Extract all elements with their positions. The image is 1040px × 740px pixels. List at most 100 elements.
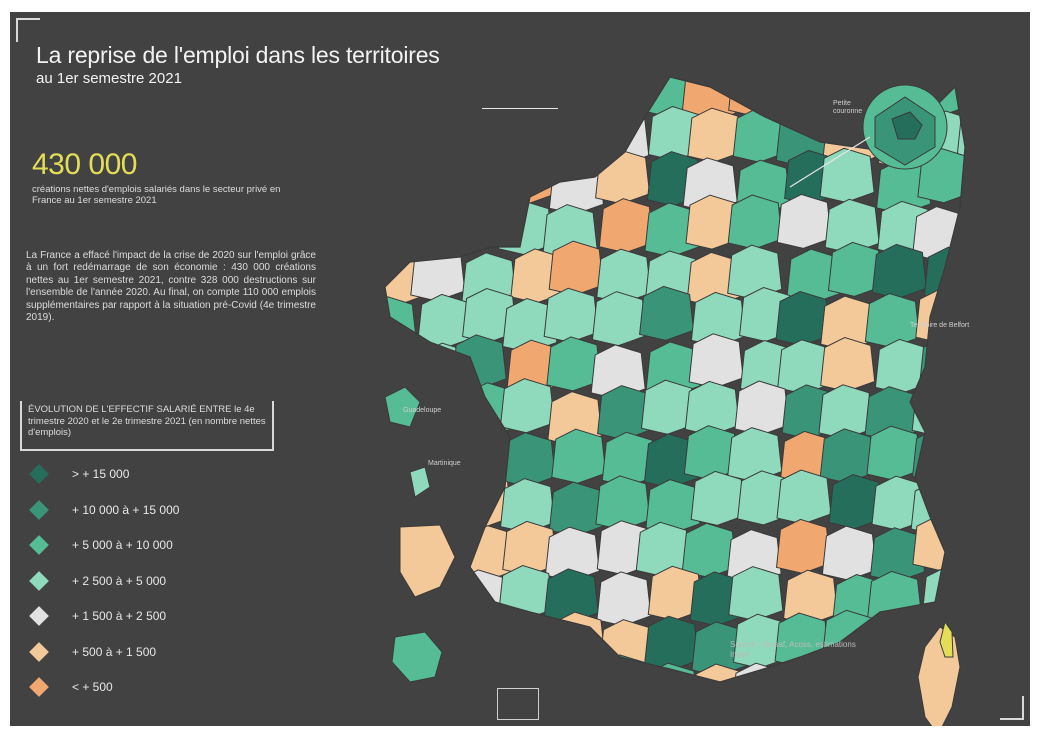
- callout-antilles-1: Guadeloupe: [403, 407, 442, 414]
- department: [407, 77, 463, 117]
- department: [591, 291, 648, 347]
- department: [645, 479, 701, 535]
- legend-label: + 2 500 à + 5 000: [72, 573, 167, 588]
- department: [911, 381, 965, 437]
- department: [775, 518, 832, 574]
- france-map: [384, 61, 970, 726]
- department: [385, 197, 417, 253]
- department: [595, 149, 651, 205]
- department: [643, 662, 699, 682]
- department: [451, 77, 507, 123]
- department: [958, 336, 965, 392]
- department: [502, 77, 558, 115]
- summary-paragraph: La France a effacé l'impact de la crise …: [26, 250, 316, 324]
- legend-swatch: [29, 464, 49, 484]
- department: [555, 660, 611, 682]
- overseas-departments: [384, 386, 456, 683]
- department: [461, 610, 517, 666]
- department: [385, 295, 417, 351]
- department: [688, 333, 744, 389]
- legend-label: > + 15 000: [72, 467, 130, 481]
- legend-swatch: [29, 606, 49, 626]
- department: [821, 525, 877, 581]
- department: [968, 61, 970, 115]
- map-panel: La reprise de l'emploi dans les territoi…: [10, 12, 1030, 726]
- department: [728, 77, 784, 117]
- headline-caption: créations nettes d'emplois salariés dans…: [32, 184, 281, 206]
- callout-paris: Petite couronne: [833, 100, 863, 115]
- department: [824, 665, 880, 682]
- department: [550, 611, 606, 667]
- legend-swatch: [29, 535, 49, 555]
- department: [385, 77, 421, 119]
- department: [866, 611, 922, 667]
- legend-title-frame: [20, 401, 274, 451]
- legend-label: + 5 000 à + 10 000: [72, 538, 173, 552]
- department: [417, 293, 473, 349]
- department: [961, 242, 965, 298]
- department: [590, 344, 646, 400]
- legend-label: + 500 à + 1 500: [72, 644, 157, 659]
- legend-swatch: [29, 570, 49, 591]
- department: [506, 615, 562, 671]
- corner-mark: [1000, 696, 1024, 720]
- department: [406, 195, 462, 251]
- department: [505, 103, 561, 159]
- department: [551, 428, 607, 484]
- department: [727, 244, 783, 300]
- department: [959, 565, 965, 621]
- department: [963, 288, 965, 344]
- legend-title: ÉVOLUTION DE L'EFFECTIF SALARIÉ ENTRE le…: [28, 404, 266, 438]
- department: [912, 428, 965, 484]
- legend-item: > + 15 000: [29, 464, 130, 484]
- department: [416, 108, 472, 164]
- department: [731, 662, 787, 682]
- department: [591, 77, 647, 120]
- department: [962, 427, 965, 483]
- legend-swatch: [29, 499, 49, 520]
- department: [728, 566, 784, 622]
- department: [734, 380, 790, 436]
- department: [385, 152, 417, 209]
- legend-swatch: [29, 641, 49, 662]
- paris-inset: [789, 84, 948, 188]
- headline-number: 430 000: [32, 148, 137, 181]
- department: [775, 77, 831, 117]
- department: [819, 147, 875, 203]
- legend-item: + 500 à + 1 500: [29, 641, 157, 662]
- mainland-outline: [384, 76, 966, 683]
- page-subtitle: au 1er semestre 2021: [36, 70, 182, 87]
- department: [782, 666, 839, 682]
- legend-label: + 1 500 à + 2 500: [72, 609, 167, 623]
- department: [502, 148, 558, 204]
- department: [958, 608, 965, 664]
- department: [385, 423, 416, 479]
- department: [639, 285, 695, 341]
- department: [691, 621, 747, 677]
- department: [966, 392, 970, 446]
- department: [551, 77, 607, 112]
- department: [912, 515, 965, 571]
- department: [548, 102, 604, 158]
- legend-label: + 10 000 à + 15 000: [72, 502, 180, 517]
- department: [871, 243, 927, 299]
- department: [450, 152, 506, 208]
- department: [869, 527, 926, 583]
- department: [967, 481, 970, 535]
- corner-mark: [16, 18, 40, 42]
- department: [866, 570, 923, 626]
- department: [727, 427, 783, 483]
- department: [864, 292, 920, 349]
- department: [969, 525, 970, 579]
- department: [643, 433, 700, 489]
- department: [548, 481, 604, 537]
- legend-label: < + 500: [72, 680, 113, 694]
- department: [458, 107, 514, 163]
- department: [595, 654, 651, 682]
- title-divider: [482, 108, 558, 109]
- legend-item: + 1 500 à + 2 500: [29, 606, 167, 626]
- department: [410, 246, 466, 302]
- department: [598, 619, 655, 675]
- callout-east: Territoire de Belfort: [910, 322, 970, 329]
- page-title: La reprise de l'emploi dans les territoi…: [36, 42, 440, 68]
